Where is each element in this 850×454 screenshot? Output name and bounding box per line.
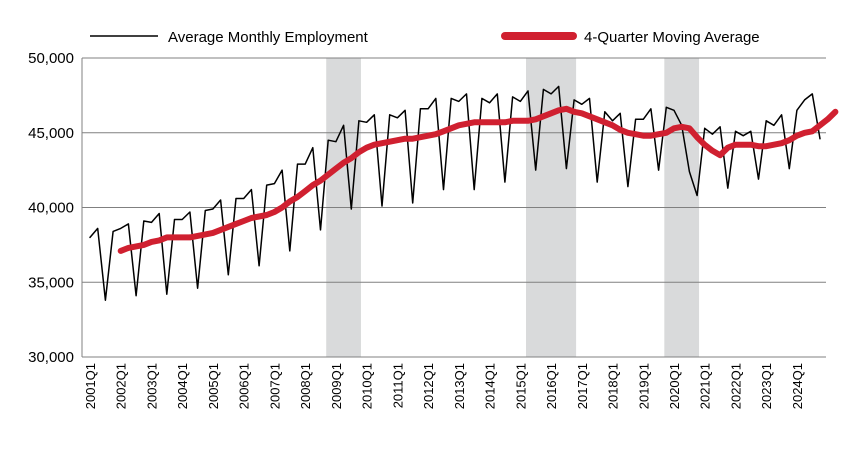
- gridlines: [82, 57, 826, 283]
- x-tick-label: 2005Q1: [206, 363, 221, 409]
- x-tick-label: 2009Q1: [329, 363, 344, 409]
- x-tick-label: 2011Q1: [390, 363, 405, 408]
- legend: Average Monthly Employment 4-Quarter Mov…: [90, 29, 760, 46]
- x-tick-label: 2006Q1: [237, 363, 252, 409]
- x-tick-label: 2012Q1: [421, 363, 436, 409]
- y-tick-label: 45,000: [28, 125, 74, 142]
- legend-label-average-monthly-employment: Average Monthly Employment: [168, 29, 369, 46]
- x-tick-label: 2022Q1: [728, 363, 743, 409]
- y-tick-label: 50,000: [28, 50, 74, 67]
- x-tick-label: 2024Q1: [790, 363, 805, 409]
- series-line-moving-average: [117, 105, 839, 254]
- y-tick-label: 30,000: [28, 349, 74, 366]
- x-tick-label: 2015Q1: [513, 363, 528, 409]
- x-tick-label: 2023Q1: [759, 363, 774, 409]
- x-tick-label: 2014Q1: [483, 363, 498, 409]
- series-layer: [89, 85, 839, 301]
- x-tick-label: 2003Q1: [144, 363, 159, 409]
- x-tick-label: 2021Q1: [698, 363, 713, 409]
- x-tick-label: 2019Q1: [636, 363, 651, 409]
- y-tick-label: 35,000: [28, 274, 74, 291]
- x-tick-label: 2016Q1: [544, 363, 559, 409]
- y-axis-tick-labels: 30,000 35,000 40,000 45,000 50,000: [28, 50, 74, 366]
- x-tick-label: 2018Q1: [606, 363, 621, 409]
- x-tick-label: 2007Q1: [267, 363, 282, 409]
- x-tick-label: 2008Q1: [298, 363, 313, 409]
- x-tick-label: 2002Q1: [114, 363, 129, 409]
- x-axis-tick-labels: 2001Q1 2002Q1 2003Q1 2004Q1 2005Q1 2006Q1 2007…: [83, 363, 805, 409]
- legend-label-moving-average: 4-Quarter Moving Average: [584, 29, 760, 46]
- x-tick-label: 2013Q1: [452, 363, 467, 409]
- series-line-average-monthly-employment: [89, 85, 821, 301]
- x-tick-label: 2020Q1: [667, 363, 682, 409]
- x-tick-label: 2001Q1: [83, 363, 98, 409]
- x-tick-label: 2010Q1: [360, 363, 375, 409]
- x-tick-label: 2017Q1: [575, 363, 590, 409]
- axes: [81, 58, 826, 358]
- x-tick-label: 2004Q1: [175, 363, 190, 409]
- y-tick-label: 40,000: [28, 200, 74, 217]
